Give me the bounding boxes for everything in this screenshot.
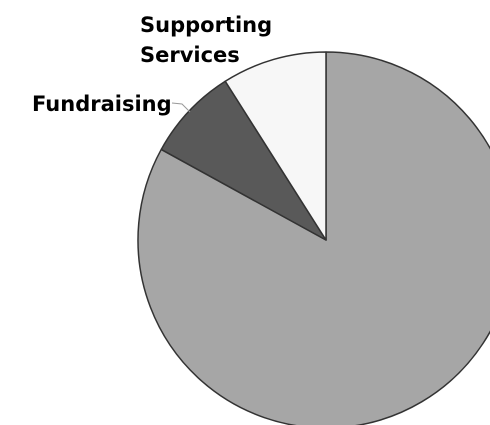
label-leader-lines bbox=[171, 102, 191, 113]
slice-label-supporting-services: Supporting Services bbox=[140, 13, 279, 67]
pie-slice-slice-1 bbox=[137, 51, 490, 425]
leader-line-fundraising bbox=[171, 102, 191, 113]
slice-label-fundraising: Fundraising bbox=[32, 92, 172, 116]
slice-label-supporting-services-line-2: Services bbox=[140, 43, 240, 67]
pie-slices bbox=[137, 51, 490, 425]
slice-label-supporting-services-line-1: Supporting bbox=[140, 13, 272, 37]
pie-slice-supporting-services bbox=[224, 51, 327, 241]
